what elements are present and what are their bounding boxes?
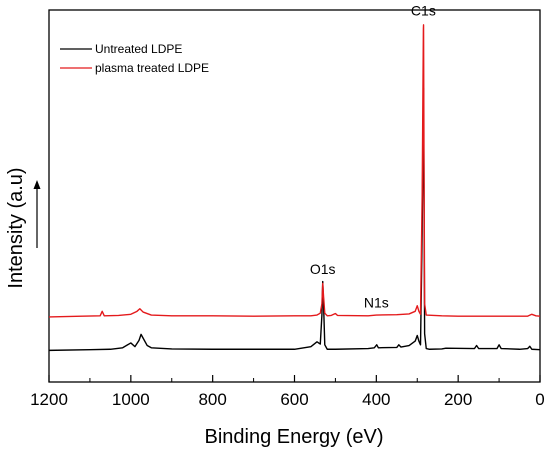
x-tick-label: 0 [535,390,544,409]
x-tick-label: 200 [444,390,472,409]
series-line-plasma-treated [48,24,541,318]
plot-frame [48,9,541,383]
x-tick-label: 1000 [112,390,150,409]
y-axis-arrow-icon [33,180,41,248]
peak-label-c1s: C1s [411,3,436,19]
legend: Untreated LDPE plasma treated LDPE [60,42,209,75]
legend-label-plasma-treated: plasma treated LDPE [95,61,209,75]
peak-label-o1s: O1s [310,261,336,277]
series-line-untreated [48,87,541,352]
tick-marks [48,375,541,382]
x-tick-label: 600 [280,390,308,409]
legend-label-untreated: Untreated LDPE [95,42,182,56]
peak-label-n1s: N1s [364,295,389,311]
x-tick-label: 800 [198,390,226,409]
y-axis-title: Intensity (a.u) [5,167,27,288]
series-layer [48,24,541,352]
tick-labels: 1200 1000 800 600 400 200 0 [30,390,545,409]
peak-annotations: C1s O1s N1s [310,3,436,311]
x-tick-label: 400 [362,390,390,409]
x-tick-label: 1200 [30,390,68,409]
x-axis-title: Binding Energy (eV) [205,426,384,448]
